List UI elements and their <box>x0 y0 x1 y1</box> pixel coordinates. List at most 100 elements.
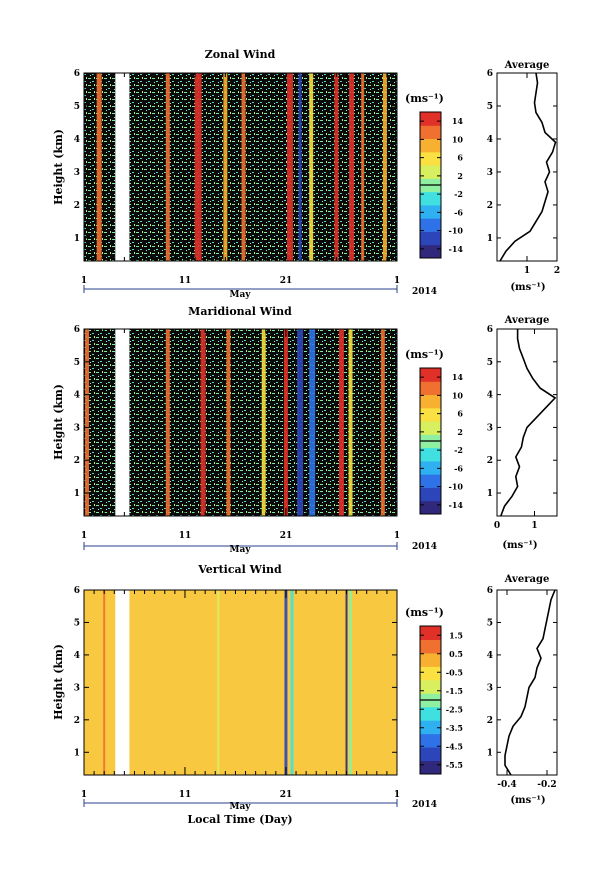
colorbar-swatch <box>420 474 441 488</box>
colorbar-swatch <box>420 191 441 206</box>
y-axis-label: Height (km) <box>52 644 65 720</box>
wind-streak <box>165 73 170 261</box>
y-tick-label: 6 <box>74 325 80 335</box>
colorbar-unit-label: (ms⁻¹) <box>405 348 444 361</box>
x-tick-label: 11 <box>179 276 192 286</box>
colorbar-tick-label: 14 <box>452 372 464 382</box>
average-profile-line <box>499 72 557 262</box>
average-y-tick-label: 5 <box>487 618 493 628</box>
heatmap <box>84 590 397 775</box>
wind-streak <box>361 73 365 261</box>
average-x-tick-label: 2 <box>554 266 560 276</box>
month-label: May <box>229 290 251 300</box>
colorbar-tick-label: -2.5 <box>446 704 463 714</box>
colorbar-tick-label: 2 <box>457 171 463 181</box>
x-tick-labels: 1 11 21 1 <box>81 276 400 286</box>
average-x-tick-label: 0 <box>494 521 500 531</box>
colorbar-tick-label: -10 <box>449 482 464 492</box>
average-y-tick-label: 4 <box>487 391 493 401</box>
colorbar-swatch <box>420 112 441 126</box>
wind-streak <box>309 73 314 261</box>
wind-streak <box>226 329 231 516</box>
panel-title: Maridional Wind <box>188 305 292 318</box>
data-gap <box>115 329 130 516</box>
colorbar-tick-label: 1.5 <box>449 630 463 640</box>
colorbar-swatch <box>420 760 441 775</box>
colorbar-tick-label: -2 <box>454 189 463 199</box>
x-tick-label: 1 <box>81 276 87 286</box>
month-label: May <box>229 802 251 812</box>
colorbar-swatch <box>420 394 441 409</box>
wind-streaks <box>103 590 353 775</box>
average-y-tick-label: 5 <box>487 358 493 368</box>
average-y-tick-label: 5 <box>487 102 493 112</box>
x-tick-label: 1 <box>394 790 400 800</box>
y-tick-label: 6 <box>74 586 80 596</box>
average-y-tick-label: 1 <box>487 748 493 758</box>
y-tick-label: 5 <box>74 618 80 628</box>
colorbar-swatch <box>420 381 441 396</box>
y-axis-label: Height (km) <box>52 384 65 460</box>
colorbar-swatch <box>420 204 441 219</box>
wind-streak <box>283 329 288 516</box>
colorbar-swatch <box>420 138 441 153</box>
average-x-tick-label: -0.2 <box>537 780 556 790</box>
wind-streak <box>217 590 220 775</box>
colorbar-tick-label: -4.5 <box>446 741 463 751</box>
average-y-tick-label: 2 <box>487 716 493 726</box>
average-y-tick-label: 6 <box>487 69 493 79</box>
average-title: Average <box>504 60 550 71</box>
colorbar-tick-label: -0.5 <box>446 667 463 677</box>
colorbar-tick-label: 10 <box>452 390 464 400</box>
y-tick-label: 3 <box>74 683 80 693</box>
wind-streak <box>194 73 202 261</box>
colorbar-swatch <box>420 720 441 735</box>
colorbar-tick-label: -6 <box>454 463 463 473</box>
colorbar: 14 10 6 2 -2 -6 -10 -14 <box>419 111 464 259</box>
year-label: 2014 <box>412 800 437 810</box>
colorbar-swatch <box>420 151 441 166</box>
month-label: May <box>229 545 251 555</box>
wind-streak <box>349 590 353 775</box>
colorbar-swatch <box>420 487 441 502</box>
colorbar: 14 10 6 2 -2 -6 -10 -14 <box>419 367 464 515</box>
wind-streak <box>348 329 353 516</box>
x-tick-label: 11 <box>179 531 192 541</box>
average-profile: 1 2 3 4 5 6 0 1 <box>487 325 558 531</box>
average-y-tick-label: 1 <box>487 234 493 244</box>
y-tick-label: 1 <box>74 748 80 758</box>
average-y-tick-label: 3 <box>487 683 493 693</box>
average-x-tick-label: 1 <box>531 521 537 531</box>
colorbar-swatch <box>420 639 441 654</box>
wind-streak <box>380 329 385 516</box>
colorbar-tick-label: -10 <box>449 226 464 236</box>
colorbar-swatch <box>420 460 441 475</box>
average-x-label: (ms⁻¹) <box>510 282 545 293</box>
noisy-region <box>84 73 397 261</box>
colorbar-swatch <box>420 679 441 694</box>
y-tick-label: 3 <box>74 168 80 178</box>
colorbar-swatch <box>420 368 441 382</box>
x-tick-label: 1 <box>81 531 87 541</box>
average-x-label: (ms⁻¹) <box>510 795 545 806</box>
wind-streak <box>286 73 293 261</box>
average-y-tick-label: 2 <box>487 201 493 211</box>
y-axis: 1 2 3 4 5 6 <box>74 69 397 244</box>
wind-streak <box>200 329 206 516</box>
y-tick-label: 5 <box>74 358 80 368</box>
average-title: Average <box>504 574 550 585</box>
y-tick-label: 2 <box>74 456 80 466</box>
x-tick-labels: 1 11 21 1 <box>81 531 400 541</box>
colorbar-swatch <box>420 231 441 246</box>
y-tick-label: 3 <box>74 423 80 433</box>
panel-title: Zonal Wind <box>205 48 276 61</box>
wind-streak <box>96 73 102 261</box>
heatmap <box>84 329 397 516</box>
y-tick-label: 1 <box>74 489 80 499</box>
colorbar-tick-label: -2 <box>454 445 463 455</box>
average-profile: 1 2 3 4 5 6 1 2 <box>487 69 560 276</box>
average-y-tick-label: 3 <box>487 168 493 178</box>
wind-streak <box>338 329 344 516</box>
colorbar-unit-label: (ms⁻¹) <box>405 92 444 105</box>
